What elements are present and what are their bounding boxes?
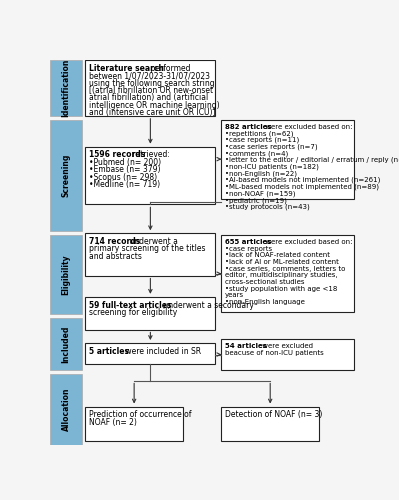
Text: •lack of NOAF-related content: •lack of NOAF-related content: [225, 252, 330, 258]
Text: and (intensive care unit OR ICU)]: and (intensive care unit OR ICU)]: [89, 108, 215, 117]
Bar: [85, 343, 215, 364]
Text: 54 articles: 54 articles: [225, 343, 267, 349]
Text: •ML-based models not implemented (n=89): •ML-based models not implemented (n=89): [225, 184, 379, 190]
Text: underwent a: underwent a: [127, 237, 178, 246]
Text: •pediatric (n=19): •pediatric (n=19): [225, 197, 287, 203]
Bar: [221, 339, 354, 370]
Text: NOAF (n= 2): NOAF (n= 2): [89, 418, 137, 426]
Text: •non-ICU patients (n=182): •non-ICU patients (n=182): [225, 164, 319, 170]
Text: •study population with age <18: •study population with age <18: [225, 286, 338, 292]
Text: years: years: [225, 292, 244, 298]
Text: Prediction of occurrence of: Prediction of occurrence of: [89, 410, 192, 420]
Text: •Scopus (n= 298): •Scopus (n= 298): [89, 172, 157, 182]
Text: performed: performed: [148, 64, 190, 73]
Text: between 1/07/2023-31/07/2023: between 1/07/2023-31/07/2023: [89, 71, 210, 80]
Text: •case reports (n=11): •case reports (n=11): [225, 137, 300, 143]
Text: [(atrial fibrillation OR new-onset: [(atrial fibrillation OR new-onset: [89, 86, 213, 95]
Text: were excluded: were excluded: [259, 343, 312, 349]
Bar: [85, 297, 215, 330]
Text: Eligibility: Eligibility: [61, 254, 71, 295]
Bar: [50, 374, 82, 445]
Text: 714 records: 714 records: [89, 237, 140, 246]
Text: cross-sectional studies: cross-sectional studies: [225, 279, 305, 285]
Text: 59 full-text articles: 59 full-text articles: [89, 300, 172, 310]
Text: 882 articles: 882 articles: [225, 124, 272, 130]
Text: underwent a secondary: underwent a secondary: [161, 300, 254, 310]
Text: •Medline (n= 719): •Medline (n= 719): [89, 180, 160, 189]
Text: Literature search: Literature search: [89, 64, 164, 73]
Text: Detection of NOAF (n= 3): Detection of NOAF (n= 3): [225, 410, 322, 420]
Text: Screening: Screening: [61, 154, 71, 197]
Bar: [85, 406, 183, 441]
Bar: [50, 235, 82, 314]
Text: were excluded based on:: were excluded based on:: [263, 239, 352, 245]
Bar: [50, 120, 82, 232]
Bar: [85, 233, 215, 276]
Text: were excluded based on:: were excluded based on:: [263, 124, 352, 130]
Text: primary screening of the titles: primary screening of the titles: [89, 244, 205, 254]
Text: •non-English language: •non-English language: [225, 299, 305, 305]
Text: retrieved:: retrieved:: [130, 150, 170, 160]
Text: and abstracts: and abstracts: [89, 252, 142, 261]
Bar: [221, 235, 354, 312]
Text: •non-English (n=22): •non-English (n=22): [225, 170, 297, 177]
Text: screening for eligibility: screening for eligibility: [89, 308, 178, 317]
Text: 655 articles: 655 articles: [225, 239, 272, 245]
Text: 1596 records: 1596 records: [89, 150, 145, 160]
Text: •case reports: •case reports: [225, 246, 273, 252]
Text: •comments (n=4): •comments (n=4): [225, 150, 288, 157]
Bar: [85, 60, 215, 116]
Bar: [50, 318, 82, 370]
Text: Identification: Identification: [61, 58, 71, 117]
Text: •AI-based models not implemented (n=261): •AI-based models not implemented (n=261): [225, 177, 381, 184]
Bar: [50, 60, 82, 116]
Text: •case series reports (n=7): •case series reports (n=7): [225, 144, 318, 150]
Text: •case series, comments, letters to: •case series, comments, letters to: [225, 266, 346, 272]
Text: •study protocols (n=43): •study protocols (n=43): [225, 204, 310, 210]
Text: intelligence OR machine learning): intelligence OR machine learning): [89, 100, 220, 110]
Bar: [85, 146, 215, 204]
Text: Included: Included: [61, 325, 71, 362]
Text: beacuse of non-ICU patients: beacuse of non-ICU patients: [225, 350, 324, 356]
Text: •letter to the editor / editorial / erratum / reply (n=23): •letter to the editor / editorial / erra…: [225, 157, 399, 164]
Text: 5 articles: 5 articles: [89, 347, 129, 356]
Text: editor, multidisciplinary studies,: editor, multidisciplinary studies,: [225, 272, 338, 278]
Text: •non-NOAF (n=159): •non-NOAF (n=159): [225, 190, 296, 197]
Text: •lack of AI or ML-related content: •lack of AI or ML-related content: [225, 259, 339, 265]
Text: using the following search string: using the following search string: [89, 78, 215, 88]
Text: •Embase (n= 379): •Embase (n= 379): [89, 165, 161, 174]
Text: •Pubmed (n= 200): •Pubmed (n= 200): [89, 158, 161, 167]
Bar: [221, 120, 354, 198]
Text: atrial fibrillation) and (artificial: atrial fibrillation) and (artificial: [89, 94, 208, 102]
Text: Allocation: Allocation: [61, 388, 71, 431]
Bar: [221, 406, 319, 441]
Text: •repetitions (n=62): •repetitions (n=62): [225, 130, 294, 136]
Text: were included in SR: were included in SR: [123, 347, 201, 356]
